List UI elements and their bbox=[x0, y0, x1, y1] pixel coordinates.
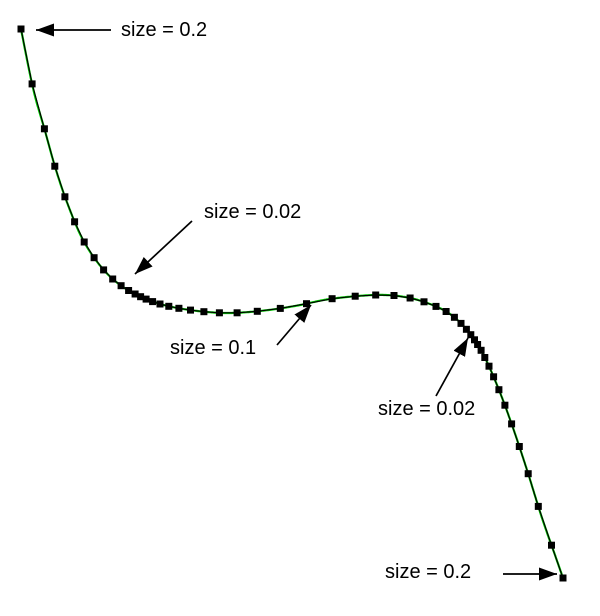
annotation-arrows-layer bbox=[36, 23, 557, 581]
mesh-node-marker bbox=[200, 308, 208, 316]
mesh-node-marker bbox=[233, 309, 241, 317]
mesh-nodes-layer bbox=[17, 25, 567, 582]
mesh-node-marker bbox=[351, 292, 359, 300]
mesh-node-marker bbox=[457, 319, 465, 327]
mesh-node-marker bbox=[51, 162, 59, 170]
mesh-node-marker bbox=[71, 218, 79, 226]
mesh-node-marker bbox=[156, 300, 164, 308]
mesh-node-marker bbox=[508, 420, 516, 428]
mesh-node-marker bbox=[515, 443, 523, 450]
mesh-elements-line bbox=[20, 28, 564, 579]
mesh-node-marker bbox=[100, 266, 108, 274]
annotation-label-size-top-left: size = 0.2 bbox=[121, 19, 208, 41]
mesh-node-marker bbox=[471, 336, 478, 344]
mesh-node-marker bbox=[559, 574, 567, 582]
annotation-arrow bbox=[276, 304, 312, 346]
mesh-node-marker bbox=[462, 325, 470, 333]
mesh-node-marker bbox=[149, 298, 157, 306]
mesh-node-marker bbox=[481, 354, 489, 361]
mesh-node-marker bbox=[474, 341, 482, 348]
geometry-curve-layer bbox=[19, 28, 565, 579]
mesh-node-marker bbox=[131, 290, 139, 298]
annotation-arrow bbox=[134, 220, 193, 275]
mesh-node-marker bbox=[40, 125, 48, 133]
mesh-node-marker bbox=[276, 304, 284, 312]
mesh-node-marker bbox=[303, 300, 310, 308]
mesh-node-marker bbox=[524, 470, 532, 478]
mesh-node-marker bbox=[109, 275, 117, 283]
mesh-node-marker bbox=[117, 282, 125, 290]
mesh-node-marker bbox=[137, 293, 145, 301]
mesh-node-marker bbox=[28, 80, 36, 88]
mesh-elements-layer bbox=[20, 28, 564, 579]
mesh-node-marker bbox=[61, 193, 69, 201]
mesh-node-marker bbox=[467, 331, 475, 339]
geometry-curve bbox=[19, 28, 565, 579]
mesh-node-marker bbox=[125, 287, 133, 294]
mesh-node-marker bbox=[450, 313, 458, 321]
mesh-node-marker bbox=[490, 373, 498, 381]
mesh-node-marker bbox=[432, 302, 440, 310]
mesh-node-marker bbox=[142, 295, 150, 303]
mesh-node-marker bbox=[485, 362, 493, 370]
mesh-node-marker bbox=[477, 346, 485, 354]
mesh-node-marker bbox=[501, 401, 509, 409]
mesh-node-marker bbox=[372, 291, 380, 299]
mesh-node-marker bbox=[175, 304, 183, 312]
mesh-node-marker bbox=[534, 502, 542, 510]
annotation-label-size-right-bend: size = 0.02 bbox=[378, 398, 476, 420]
mesh-node-marker bbox=[328, 295, 336, 303]
annotation-label-size-bottom-right: size = 0.2 bbox=[385, 561, 472, 583]
mesh-node-marker bbox=[548, 541, 555, 549]
mesh-node-marker bbox=[420, 298, 428, 306]
mesh-node-marker bbox=[495, 386, 503, 394]
annotation-label-size-middle: size = 0.1 bbox=[170, 337, 257, 359]
mesh-node-marker bbox=[406, 294, 414, 302]
mesh-node-marker bbox=[187, 306, 194, 314]
mesh-node-marker bbox=[390, 292, 398, 299]
mesh-node-marker bbox=[17, 25, 25, 33]
annotation-label-size-left-bend: size = 0.02 bbox=[204, 201, 302, 223]
annotation-arrow bbox=[435, 337, 469, 397]
mesh-node-marker bbox=[165, 302, 173, 310]
mesh-node-marker bbox=[90, 254, 98, 262]
mesh-node-marker bbox=[253, 307, 261, 315]
mesh-node-marker bbox=[215, 309, 223, 317]
mesh-node-marker bbox=[80, 238, 88, 246]
mesh-node-marker bbox=[442, 308, 450, 315]
